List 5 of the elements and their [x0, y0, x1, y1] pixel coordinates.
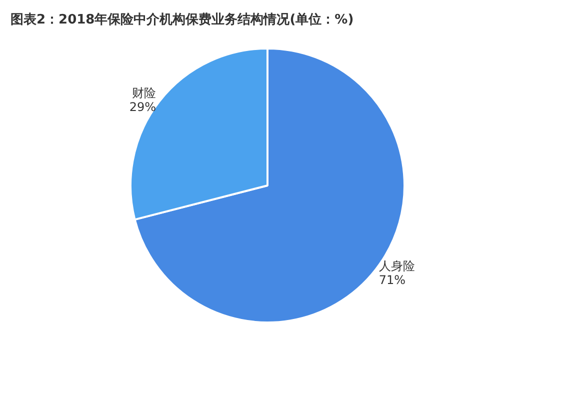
data-label: 29%	[129, 100, 156, 114]
data-label: 71%	[378, 272, 406, 287]
slice-label: 财险	[132, 86, 156, 100]
slice-label: 人身险	[378, 258, 415, 273]
chart-title: 图表2：2018年保险中介机构保费业务结构情况(单位：%)	[10, 12, 354, 28]
